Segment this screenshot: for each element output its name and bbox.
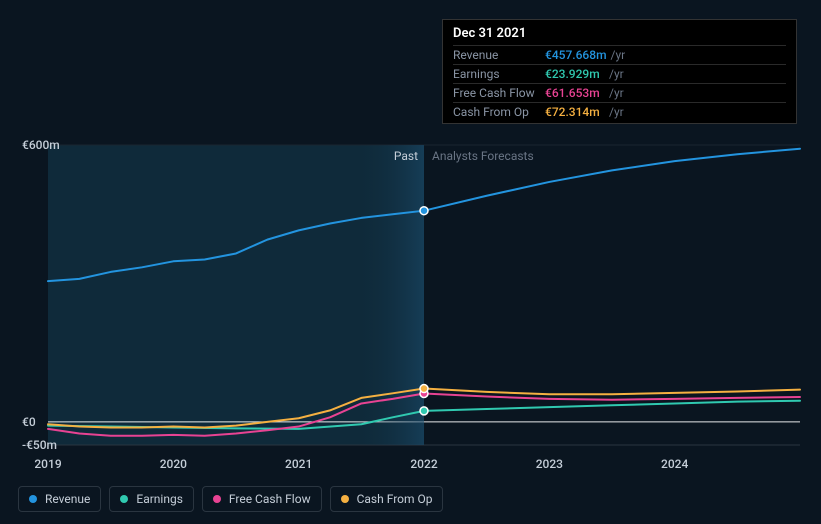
legend-dot-icon [213, 495, 221, 503]
x-tick-label: 2023 [536, 457, 563, 471]
legend-dot-icon [341, 495, 349, 503]
y-tick-label: -€50m [22, 438, 57, 452]
tooltip-row-value: €457.668m [545, 48, 607, 62]
legend-dot-icon [120, 495, 128, 503]
series-marker-earnings [420, 407, 428, 415]
y-tick-label: €600m [22, 138, 60, 152]
tooltip-row-value: €72.314m [545, 105, 605, 119]
tooltip-row-value: €23.929m [545, 67, 605, 81]
tooltip-row: Free Cash Flow€61.653m/yr [453, 83, 786, 102]
tooltip-row-unit: /yr [609, 105, 624, 119]
legend-item-revenue[interactable]: Revenue [18, 486, 101, 512]
tooltip-row: Cash From Op€72.314m/yr [453, 102, 786, 121]
tooltip-row: Revenue€457.668m/yr [453, 45, 786, 64]
tooltip-row: Earnings€23.929m/yr [453, 64, 786, 83]
chart-tooltip: Dec 31 2021 Revenue€457.668m/yrEarnings€… [442, 19, 797, 124]
legend-dot-icon [29, 495, 37, 503]
tooltip-row-unit: /yr [609, 67, 624, 81]
chart-container: €0 -€50m €600m 2019 2020 2021 2022 2023 2024 Pa… [0, 0, 821, 524]
tooltip-row-label: Cash From Op [453, 105, 545, 119]
legend-item-earnings[interactable]: Earnings [109, 486, 194, 512]
legend-item-cfo[interactable]: Cash From Op [330, 486, 444, 512]
section-label-past: Past [394, 149, 418, 163]
x-tick-label: 2024 [661, 457, 688, 471]
tooltip-row-label: Revenue [453, 48, 545, 62]
tooltip-row-value: €61.653m [545, 86, 605, 100]
legend-item-label: Free Cash Flow [229, 492, 311, 506]
tooltip-row-label: Free Cash Flow [453, 86, 545, 100]
tooltip-row-label: Earnings [453, 67, 545, 81]
x-tick-label: 2021 [285, 457, 312, 471]
tooltip-row-unit: /yr [611, 48, 626, 62]
legend-item-label: Cash From Op [357, 492, 433, 506]
tooltip-row-unit: /yr [609, 86, 624, 100]
x-tick-label: 2020 [160, 457, 187, 471]
x-tick-label: 2019 [34, 457, 61, 471]
y-tick-label: €0 [22, 415, 36, 429]
series-marker-revenue [420, 207, 428, 215]
section-label-forecast: Analysts Forecasts [432, 149, 534, 163]
tooltip-date: Dec 31 2021 [453, 26, 786, 41]
chart-legend: Revenue Earnings Free Cash Flow Cash From O… [18, 486, 443, 512]
series-marker-cfo [420, 385, 428, 393]
x-tick-label: 2022 [410, 457, 437, 471]
legend-item-label: Revenue [45, 492, 90, 506]
legend-item-fcf[interactable]: Free Cash Flow [202, 486, 322, 512]
legend-item-label: Earnings [136, 492, 183, 506]
